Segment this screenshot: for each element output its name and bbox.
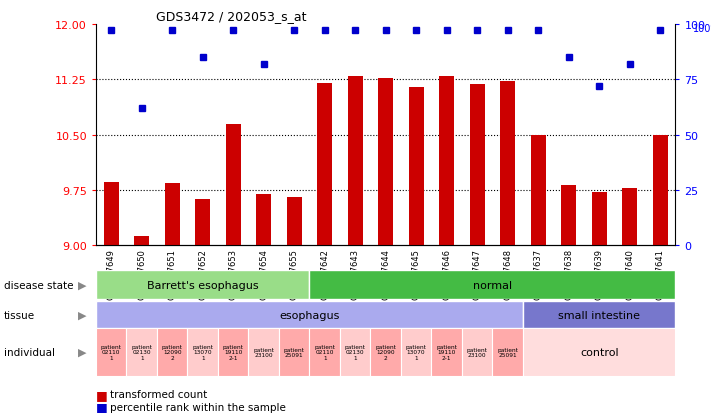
Bar bbox=[409, 88, 424, 246]
Text: patient
12090
2: patient 12090 2 bbox=[162, 344, 183, 361]
Bar bbox=[561, 185, 577, 246]
Bar bbox=[500, 82, 515, 246]
Text: Barrett's esophagus: Barrett's esophagus bbox=[147, 280, 259, 290]
Text: ▶: ▶ bbox=[77, 310, 86, 320]
Text: individual: individual bbox=[4, 347, 55, 357]
Bar bbox=[309, 271, 675, 299]
Bar bbox=[622, 189, 637, 246]
Bar bbox=[432, 328, 462, 376]
Text: patient
23100: patient 23100 bbox=[467, 347, 488, 358]
Bar bbox=[378, 78, 393, 246]
Text: control: control bbox=[580, 347, 619, 357]
Bar bbox=[340, 328, 370, 376]
Text: patient
12090
2: patient 12090 2 bbox=[375, 344, 396, 361]
Bar bbox=[96, 328, 127, 376]
Text: 100%: 100% bbox=[693, 24, 711, 34]
Bar bbox=[127, 328, 157, 376]
Bar bbox=[218, 328, 248, 376]
Bar bbox=[653, 135, 668, 246]
Bar bbox=[493, 328, 523, 376]
Bar bbox=[592, 193, 606, 246]
Text: patient
19110
2-1: patient 19110 2-1 bbox=[437, 344, 457, 361]
Bar bbox=[348, 76, 363, 246]
Text: tissue: tissue bbox=[4, 310, 35, 320]
Bar bbox=[401, 328, 432, 376]
Bar bbox=[317, 84, 332, 246]
Text: ▶: ▶ bbox=[77, 280, 86, 290]
Text: patient
13070
1: patient 13070 1 bbox=[406, 344, 427, 361]
Text: ■: ■ bbox=[96, 388, 108, 401]
Bar bbox=[523, 301, 675, 328]
Bar bbox=[225, 124, 241, 246]
Bar bbox=[370, 328, 401, 376]
Text: ▶: ▶ bbox=[77, 347, 86, 357]
Text: patient
02130
1: patient 02130 1 bbox=[132, 344, 152, 361]
Text: patient
02110
1: patient 02110 1 bbox=[314, 344, 335, 361]
Bar bbox=[287, 198, 302, 246]
Text: patient
13070
1: patient 13070 1 bbox=[192, 344, 213, 361]
Text: patient
19110
2-1: patient 19110 2-1 bbox=[223, 344, 244, 361]
Bar bbox=[104, 183, 119, 246]
Bar bbox=[195, 199, 210, 246]
Text: percentile rank within the sample: percentile rank within the sample bbox=[110, 402, 286, 412]
Bar bbox=[248, 328, 279, 376]
Bar bbox=[469, 85, 485, 246]
Text: disease state: disease state bbox=[4, 280, 73, 290]
Text: transformed count: transformed count bbox=[110, 389, 208, 399]
Bar bbox=[256, 194, 272, 246]
Bar bbox=[279, 328, 309, 376]
Text: patient
02130
1: patient 02130 1 bbox=[345, 344, 365, 361]
Bar bbox=[523, 328, 675, 376]
Text: small intestine: small intestine bbox=[558, 310, 640, 320]
Bar bbox=[462, 328, 493, 376]
Text: GDS3472 / 202053_s_at: GDS3472 / 202053_s_at bbox=[156, 10, 307, 23]
Text: patient
23100: patient 23100 bbox=[253, 347, 274, 358]
Text: patient
02110
1: patient 02110 1 bbox=[101, 344, 122, 361]
Text: normal: normal bbox=[473, 280, 512, 290]
Bar bbox=[96, 271, 309, 299]
Bar bbox=[157, 328, 188, 376]
Bar bbox=[530, 135, 546, 246]
Text: patient
25091: patient 25091 bbox=[284, 347, 304, 358]
Bar bbox=[439, 76, 454, 246]
Bar bbox=[96, 301, 523, 328]
Text: esophagus: esophagus bbox=[279, 310, 340, 320]
Bar bbox=[188, 328, 218, 376]
Bar bbox=[134, 237, 149, 246]
Text: patient
25091: patient 25091 bbox=[497, 347, 518, 358]
Bar bbox=[165, 183, 180, 246]
Text: ■: ■ bbox=[96, 400, 108, 413]
Bar bbox=[309, 328, 340, 376]
